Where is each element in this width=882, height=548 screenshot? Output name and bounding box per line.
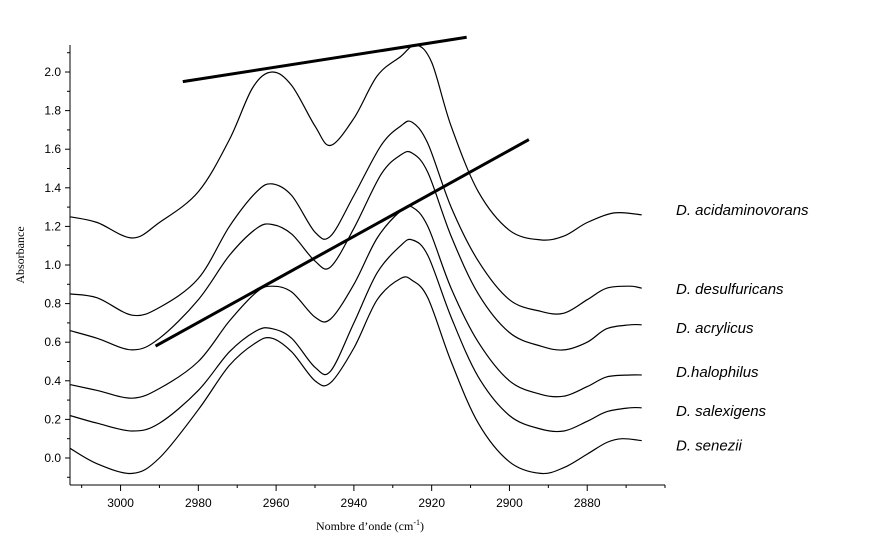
x-tick-label: 2880 bbox=[574, 496, 601, 510]
series-label: D. desulfuricans bbox=[676, 281, 784, 298]
trend-line bbox=[154, 138, 530, 348]
axes bbox=[69, 45, 665, 486]
y-axis-title: Absorbance bbox=[13, 226, 27, 283]
x-tick-label: 2980 bbox=[185, 496, 212, 510]
series-label: D. acidaminovorans bbox=[676, 202, 809, 219]
x-axis-title-main: Nombre d’onde (cm bbox=[316, 519, 414, 533]
y-ticks: 0.0 0.2 0.4 0.6 0.8 1.0 1.2 1.4 1.6 1.8 2.0 bbox=[44, 52, 70, 478]
series-label: D. salexigens bbox=[676, 403, 767, 420]
y-tick-label: 1.4 bbox=[44, 181, 61, 195]
series-label: D.halophilus bbox=[676, 364, 759, 381]
spectrum-curve bbox=[69, 276, 642, 475]
y-tick-label: 1.6 bbox=[44, 142, 61, 156]
y-tick-label: 0.8 bbox=[44, 297, 61, 311]
y-tick-label: 0.0 bbox=[44, 451, 61, 465]
y-tick-label: 2.0 bbox=[44, 65, 61, 79]
y-tick-label: 0.2 bbox=[44, 412, 61, 426]
trend-lines bbox=[154, 35, 530, 348]
x-tick-label: 3000 bbox=[107, 496, 134, 510]
y-tick-label: 0.6 bbox=[44, 335, 61, 349]
spectrum-curve bbox=[69, 120, 642, 317]
spectrum-curve bbox=[69, 150, 642, 351]
x-axis-title: Nombre d’onde (cm-1) bbox=[316, 518, 424, 533]
spectra-curves bbox=[69, 44, 642, 475]
y-tick-label: 1.0 bbox=[44, 258, 61, 272]
x-tick-label: 2920 bbox=[418, 496, 445, 510]
x-tick-label: 2940 bbox=[341, 496, 368, 510]
x-axis-title-sup: -1 bbox=[413, 518, 420, 527]
spectrum-curve bbox=[69, 44, 642, 241]
y-tick-label: 1.8 bbox=[44, 104, 61, 118]
series-label: D. acrylicus bbox=[676, 320, 754, 337]
trend-line bbox=[182, 35, 467, 84]
series-labels: D. acidaminovorans D. desulfuricans D. acr… bbox=[676, 202, 809, 455]
series-label: D. senezii bbox=[676, 438, 743, 455]
x-axis-title-close: ) bbox=[420, 519, 424, 533]
spectrum-curve bbox=[69, 238, 642, 433]
spectrum-curve bbox=[69, 205, 642, 399]
y-tick-label: 0.4 bbox=[44, 374, 61, 388]
x-tick-label: 2960 bbox=[263, 496, 290, 510]
x-tick-label: 2900 bbox=[496, 496, 523, 510]
y-tick-label: 1.2 bbox=[44, 219, 61, 233]
x-ticks: 3000 2980 2960 2940 2920 2900 2880 bbox=[81, 485, 666, 510]
